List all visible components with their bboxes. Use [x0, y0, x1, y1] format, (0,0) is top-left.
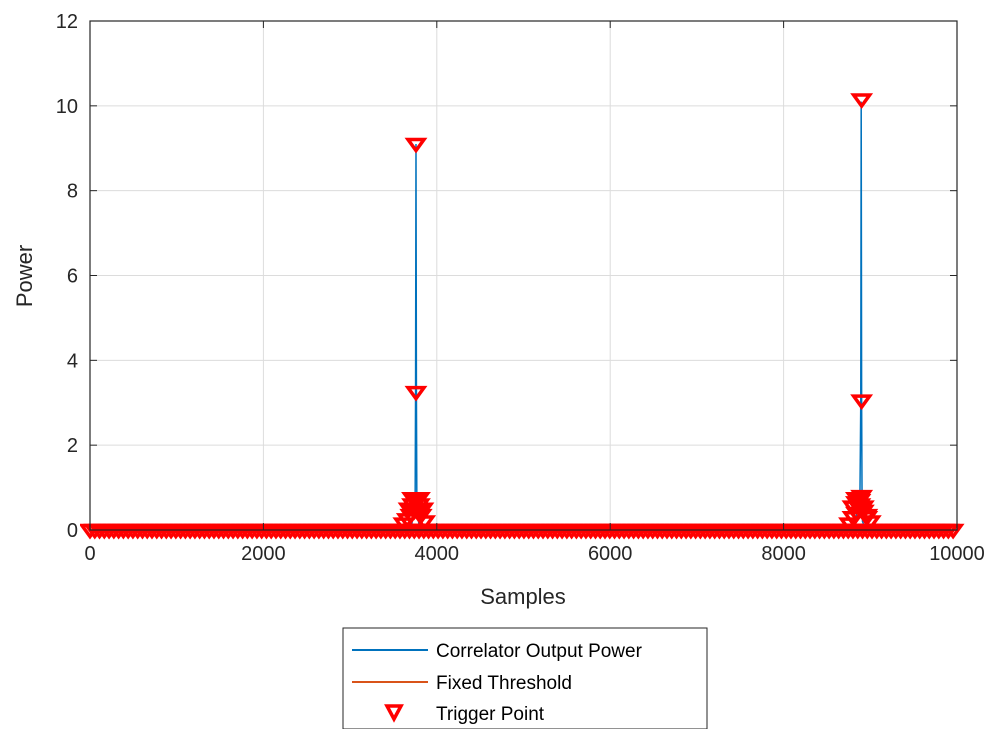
- legend: Correlator Output Power Fixed Threshold …: [342, 627, 708, 729]
- trigger-marker: [404, 137, 428, 154]
- trigger-marker: [408, 491, 431, 508]
- y-tick-label: 0: [67, 520, 78, 542]
- trigger-marker: [413, 515, 437, 531]
- x-tick-label: 8000: [761, 543, 806, 565]
- x-tick-label: 6000: [588, 543, 633, 565]
- trigger-marker: [411, 502, 435, 519]
- trigger-marker: [855, 511, 879, 527]
- y-tick-label: 6: [67, 266, 78, 288]
- y-tick-label: 10: [56, 96, 78, 118]
- legend-label-trigger: Trigger Point: [436, 704, 545, 725]
- trigger-marker: [848, 494, 872, 510]
- y-tick-label: 8: [67, 181, 78, 203]
- x-tick-label: 0: [84, 543, 95, 565]
- trigger-marker: [404, 385, 428, 402]
- legend-label-correlator: Correlator Output Power: [436, 641, 643, 662]
- legend-label-threshold: Fixed Threshold: [436, 673, 572, 694]
- legend-box: [342, 627, 708, 729]
- trigger-marker: [850, 394, 874, 411]
- y-tick-label: 2: [67, 435, 78, 457]
- trigger-marker-baseline: [941, 523, 965, 540]
- ticks: 0 2000 4000 6000 8000 10000 0 2 4 6 8 10 12: [56, 11, 985, 565]
- y-axis-label: Power: [12, 245, 37, 307]
- x-tick-label: 4000: [415, 543, 460, 565]
- x-tick-label: 10000: [929, 543, 985, 565]
- y-tick-label: 4: [67, 350, 78, 372]
- y-tick-label: 12: [56, 11, 78, 33]
- trigger-marker: [850, 93, 874, 109]
- x-axis-label: Samples: [480, 584, 566, 609]
- legend-swatch-trigger: [384, 704, 404, 723]
- x-tick-label: 2000: [241, 543, 286, 565]
